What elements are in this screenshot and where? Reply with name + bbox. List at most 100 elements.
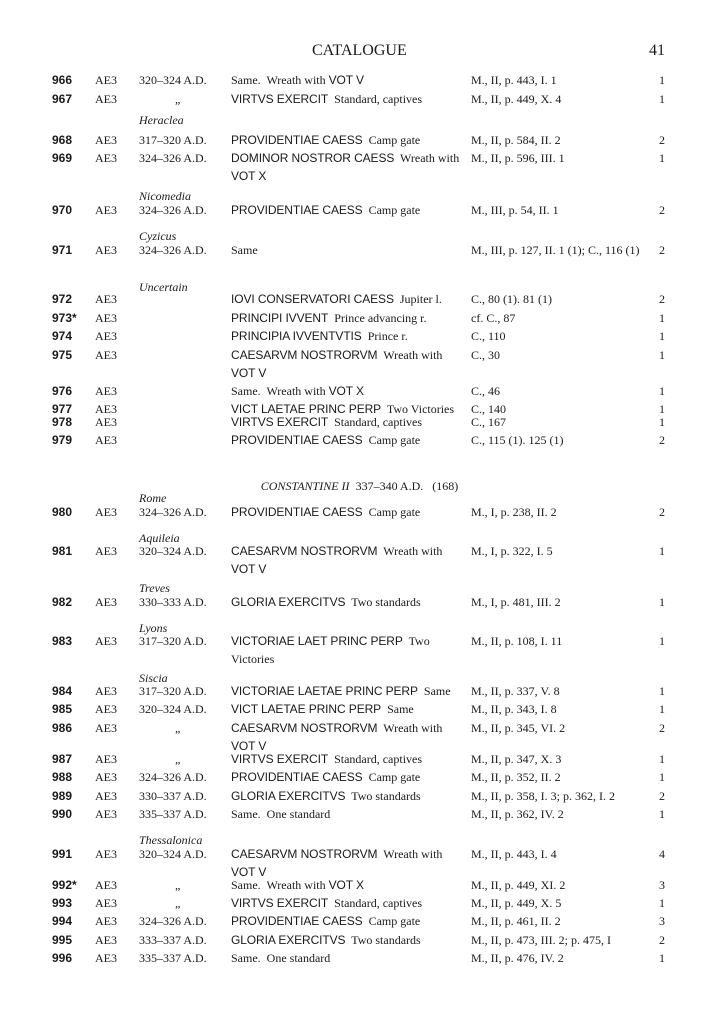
- denomination: AE3: [95, 807, 117, 821]
- denomination: AE3: [95, 505, 117, 519]
- reverse-description: VIRTVS EXERCIT Standard, captives: [231, 750, 463, 768]
- date-range: „: [175, 721, 181, 735]
- reference: M., I, p. 238, II. 2: [471, 505, 557, 519]
- quantity: 2: [659, 933, 665, 947]
- reference: C., 46: [471, 384, 501, 398]
- quantity: 3: [659, 878, 665, 892]
- date-range: 317–320 A.D.: [139, 684, 207, 698]
- denomination: AE3: [95, 789, 117, 803]
- description-text: Standard, captives: [328, 896, 423, 910]
- mint-label: Heraclea: [139, 113, 184, 127]
- quantity: 1: [659, 544, 665, 558]
- denomination: AE3: [95, 770, 117, 784]
- mint-label: Uncertain: [139, 280, 188, 294]
- date-range: 317–320 A.D.: [139, 634, 207, 648]
- legend-text: VOT V: [328, 73, 364, 87]
- reference: M., II, p. 358, I. 3; p. 362, I. 2: [471, 789, 615, 803]
- entry-number: 994: [52, 914, 73, 928]
- mint-label: Rome: [139, 491, 167, 505]
- entry-number: 971: [52, 243, 73, 257]
- description-text: Camp gate: [362, 433, 421, 447]
- reference: M., III, p. 127, II. 1 (1); C., 116 (1): [471, 243, 640, 257]
- entry-number: 968: [52, 133, 73, 147]
- description-text: Two Victories: [381, 402, 455, 416]
- legend-text: CAESARVM NOSTRORVM: [231, 544, 378, 558]
- entry-number: 972: [52, 292, 73, 306]
- legend-text: PRINCIPI IVVENT: [231, 311, 329, 325]
- reference: C., 115 (1). 125 (1): [471, 433, 564, 447]
- date-range: „: [175, 878, 181, 892]
- quantity: 1: [659, 311, 665, 325]
- entry-number: 983: [52, 634, 73, 648]
- reference: C., 167: [471, 415, 507, 429]
- date-range: 320–324 A.D.: [139, 544, 207, 558]
- description-text: Wreath with: [377, 847, 446, 861]
- denomination: AE3: [95, 433, 117, 447]
- mint-label: Aquileia: [139, 531, 180, 545]
- mint-label: Thessalonica: [139, 833, 203, 847]
- legend-text: PROVIDENTIAE CAESS: [231, 433, 363, 447]
- legend-text: VIRTVS EXERCIT: [231, 415, 329, 429]
- reverse-description: PROVIDENTIAE CAESS Camp gate: [231, 431, 463, 449]
- entry-number: 979: [52, 433, 73, 447]
- date-range: 330–333 A.D.: [139, 595, 207, 609]
- date-range: 330–337 A.D.: [139, 789, 207, 803]
- legend-text: CAESARVM NOSTRORVM: [231, 348, 378, 362]
- quantity: 2: [659, 433, 665, 447]
- entry-number: 987: [52, 752, 73, 766]
- quantity: 1: [659, 951, 665, 965]
- quantity: 1: [659, 684, 665, 698]
- denomination: AE3: [95, 329, 117, 343]
- quantity: 1: [659, 402, 665, 416]
- description-text: Same. One standard: [231, 807, 331, 821]
- legend-text: VOT X: [231, 169, 267, 183]
- section-heading: CONSTANTINE II 337–340 A.D. (168): [0, 479, 719, 494]
- quantity: 1: [659, 415, 665, 429]
- denomination: AE3: [95, 133, 117, 147]
- quantity: 2: [659, 133, 665, 147]
- legend-text: VICT LAETAE PRINC PERP: [231, 702, 382, 716]
- date-range: 333–337 A.D.: [139, 933, 207, 947]
- legend-text: PROVIDENTIAE CAESS: [231, 505, 363, 519]
- description-text: Same: [231, 243, 258, 257]
- description-text: Standard, captives: [328, 92, 423, 106]
- reverse-description: PROVIDENTIAE CAESS Camp gate: [231, 503, 463, 521]
- reverse-description: Same. Wreath with VOT X: [231, 382, 463, 400]
- mint-label: Treves: [139, 581, 170, 595]
- reverse-description: PRINCIPIA IVVENTVTIS Prince r.: [231, 327, 463, 345]
- reference: M., II, p. 449, X. 5: [471, 896, 562, 910]
- denomination: AE3: [95, 402, 117, 416]
- entry-number: 995: [52, 933, 73, 947]
- quantity: 1: [659, 384, 665, 398]
- denomination: AE3: [95, 544, 117, 558]
- reference: M., II, p. 345, VI. 2: [471, 721, 566, 735]
- legend-text: VOT V: [231, 366, 267, 380]
- entry-number: 980: [52, 505, 73, 519]
- reference: M., II, p. 584, II. 2: [471, 133, 561, 147]
- legend-text: VOT X: [328, 878, 364, 892]
- date-range: 335–337 A.D.: [139, 807, 207, 821]
- description-text: Same. Wreath with: [231, 384, 329, 398]
- entry-number: 974: [52, 329, 73, 343]
- description-text: Camp gate: [362, 203, 421, 217]
- description-text: Standard, captives: [328, 752, 423, 766]
- date-range: 324–326 A.D.: [139, 505, 207, 519]
- entry-number: 990: [52, 807, 73, 821]
- entry-number: 991: [52, 847, 73, 861]
- entry-number: 984: [52, 684, 73, 698]
- mint-label: Cyzicus: [139, 229, 177, 243]
- date-range: „: [175, 896, 181, 910]
- entry-number: 976: [52, 384, 73, 398]
- reference: M., II, p. 449, XI. 2: [471, 878, 566, 892]
- reference: M., II, p. 473, III. 2; p. 475, I: [471, 933, 611, 947]
- description-text: Same: [417, 684, 451, 698]
- quantity: 1: [659, 73, 665, 87]
- reverse-description: VICTORIAE LAET PRINC PERP Two Victories: [231, 632, 463, 668]
- reverse-description: PROVIDENTIAE CAESS Camp gate: [231, 912, 463, 930]
- legend-text: PROVIDENTIAE CAESS: [231, 914, 363, 928]
- reference: M., II, p. 443, I. 4: [471, 847, 557, 861]
- reference: M., II, p. 449, X. 4: [471, 92, 562, 106]
- denomination: AE3: [95, 348, 117, 362]
- entry-number: 993: [52, 896, 73, 910]
- description-text: Two standards: [345, 595, 421, 609]
